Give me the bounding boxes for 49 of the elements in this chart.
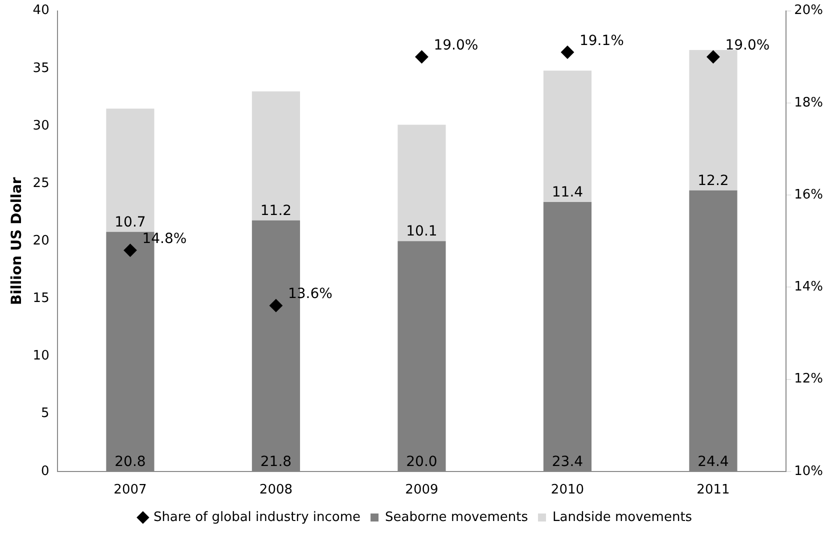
y-tick-label: 30 — [32, 118, 50, 134]
y-tick-label: 5 — [41, 406, 50, 422]
point — [560, 46, 574, 59]
y-tick-label: 40 — [32, 3, 50, 18]
y2-tick-label: 10% — [794, 464, 824, 479]
data-label: 10.1 — [406, 224, 438, 240]
data-label: 12.2 — [698, 173, 729, 190]
data-label: 19.1% — [579, 32, 624, 49]
bar — [543, 70, 592, 202]
point — [269, 299, 282, 312]
y-tick-label: 20 — [32, 233, 50, 248]
data-label: 19.0% — [434, 38, 478, 54]
data-label: 13.6% — [288, 286, 332, 302]
x-tick-label: 2011 — [696, 482, 730, 498]
y-tick-label: 15 — [32, 291, 50, 306]
point — [706, 50, 720, 64]
data-label: 19.0% — [725, 38, 770, 54]
y-tick-label: 25 — [32, 176, 50, 191]
bar — [398, 124, 446, 242]
y2-tick-label: 14% — [794, 280, 824, 295]
y-tick-label: 0 — [41, 464, 50, 479]
legend-label: Share of global industry income — [153, 510, 361, 525]
data-label: 11.4 — [552, 184, 584, 201]
legend-label: Landside movements — [552, 510, 692, 525]
y2-tick-label: 12% — [794, 372, 824, 387]
x-tick-label: 2007 — [114, 482, 147, 498]
data-label: 11.2 — [260, 203, 292, 220]
x-tick-label: 2008 — [259, 482, 293, 498]
data-label: 23.4 — [552, 454, 584, 470]
point — [415, 50, 428, 64]
point — [124, 244, 137, 257]
y2-tick-label: 18% — [794, 95, 824, 110]
bar — [106, 108, 154, 232]
y-axis-title: Billion US Dollar — [9, 177, 26, 306]
data-label: 14.8% — [142, 230, 187, 247]
y-tick-label: 10 — [32, 348, 50, 364]
y2-tick-label: 16% — [794, 187, 824, 202]
bar — [689, 50, 738, 190]
data-label: 20.0 — [406, 454, 438, 470]
x-tick-label: 2010 — [550, 482, 584, 498]
data-label: 20.8 — [114, 454, 146, 470]
legend-label: Seaborne movements — [385, 510, 528, 525]
y2-tick-label: 20% — [794, 3, 824, 18]
data-label: 24.4 — [698, 454, 729, 470]
x-tick-label: 2009 — [405, 482, 438, 498]
bar — [252, 91, 300, 220]
y-tick-label: 35 — [32, 60, 50, 76]
data-label: 21.8 — [260, 454, 292, 470]
data-label: 10.7 — [114, 214, 146, 231]
